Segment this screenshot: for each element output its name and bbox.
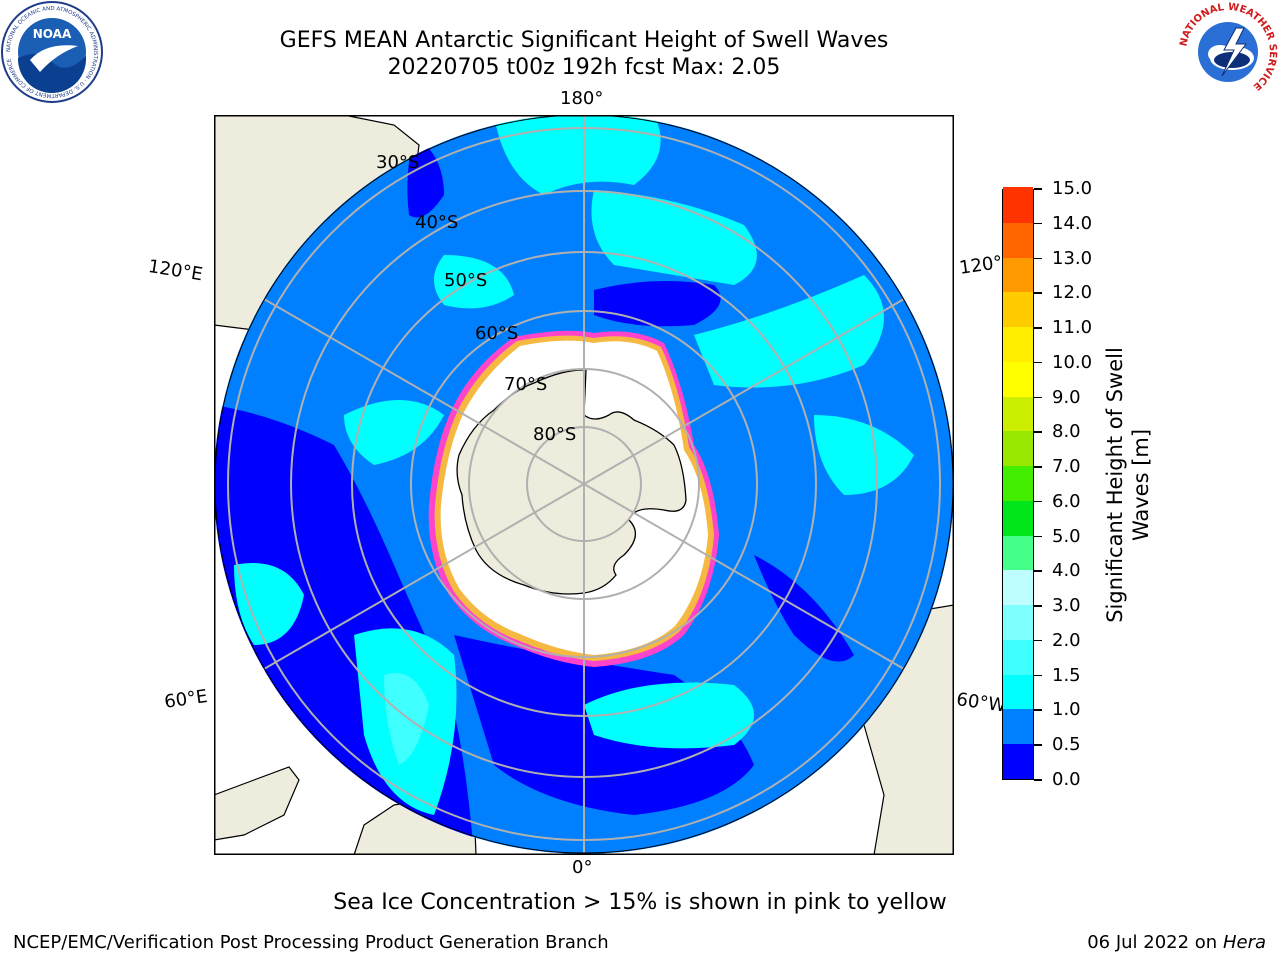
- credit-line: NCEP/EMC/Verification Post Processing Pr…: [13, 932, 609, 953]
- colorbar-tick-label: 4.0: [1052, 560, 1081, 582]
- lat-label-70s: 70°S: [504, 374, 548, 395]
- lon-label-0: 0°: [572, 857, 593, 878]
- swell-band-0-0.5: [594, 281, 721, 327]
- colorbar-tick-label: 5.0: [1052, 525, 1081, 547]
- colorbar-title-line1: Significant Height of Swell: [1103, 347, 1127, 623]
- colorbar-tick-label: 13.0: [1052, 247, 1093, 269]
- colorbar-tick: [1034, 466, 1042, 468]
- colorbar-tick: [1034, 292, 1042, 294]
- colorbar-tick: [1034, 779, 1042, 781]
- nws-logo: NATIONAL WEATHER SERVICE: [1178, 2, 1278, 102]
- colorbar-tick: [1034, 639, 1042, 642]
- colorbar-segment: [1003, 639, 1033, 675]
- colorbar-segment: [1003, 500, 1033, 536]
- colorbar-tick-label: 6.0: [1052, 490, 1081, 512]
- graticule: [214, 115, 954, 854]
- swell-band-1.0-1.5: [591, 190, 757, 285]
- lat-label-30s: 30°S: [376, 152, 420, 173]
- colorbar-tick: [1034, 605, 1042, 607]
- sea-ice-note: Sea Ice Concentration > 15% is shown in …: [333, 890, 947, 915]
- swell-band-0-0.5: [754, 555, 854, 662]
- colorbar: [1002, 187, 1034, 780]
- colorbar-tick-label: 1.0: [1052, 699, 1081, 721]
- colorbar-tick: [1034, 570, 1042, 572]
- land-antarctica: [456, 369, 687, 595]
- colorbar-tick: [1034, 535, 1042, 538]
- host-name: Hera: [1222, 932, 1266, 953]
- swell-band-1.0-1.5: [344, 400, 444, 465]
- lat-label-60s: 60°S: [475, 323, 519, 344]
- colorbar-segment: [1003, 674, 1033, 710]
- colorbar-title-line2: Waves [m]: [1129, 428, 1153, 542]
- colorbar-title: Significant Height of Swell Waves [m]: [1102, 347, 1154, 623]
- colorbar-tick: [1034, 431, 1042, 433]
- colorbar-tick: [1034, 709, 1042, 711]
- colorbar-tick: [1034, 744, 1042, 746]
- colorbar-tick: [1034, 257, 1042, 260]
- colorbar-tick: [1034, 500, 1042, 503]
- chart-title: GEFS MEAN Antarctic Significant Height o…: [279, 28, 889, 53]
- colorbar-tick: [1034, 396, 1042, 399]
- map-frame: [214, 115, 954, 855]
- colorbar-segment: [1003, 708, 1033, 745]
- lat-label-40s: 40°S: [415, 212, 459, 233]
- lat-label-80s: 80°S: [533, 424, 577, 445]
- colorbar-segment: [1003, 535, 1033, 571]
- colorbar-tick: [1034, 674, 1042, 677]
- colorbar-tick-label: 10.0: [1052, 351, 1093, 373]
- colorbar-tick-label: 0.0: [1052, 769, 1081, 790]
- colorbar-segment: [1003, 430, 1033, 467]
- lon-label-120e: 120°E: [146, 256, 205, 286]
- colorbar-segment: [1003, 256, 1033, 293]
- colorbar-segment: [1003, 743, 1033, 779]
- chart-subtitle: 20220705 t00z 192h fcst Max: 2.05: [387, 55, 781, 80]
- lat-label-50s: 50°S: [444, 270, 488, 291]
- swell-band-1.0-1.5: [494, 115, 661, 195]
- colorbar-tick: [1034, 222, 1042, 225]
- colorbar-segment: [1003, 569, 1033, 606]
- colorbar-segment: [1003, 291, 1033, 328]
- date-text: 06 Jul 2022 on: [1087, 932, 1223, 953]
- colorbar-tick-label: 12.0: [1052, 282, 1093, 304]
- colorbar-tick: [1034, 188, 1042, 190]
- colorbar-segment: [1003, 326, 1033, 362]
- land-madagascar: [214, 766, 300, 841]
- colorbar-tick-label: 1.5: [1052, 664, 1081, 686]
- colorbar-tick-label: 3.0: [1052, 595, 1081, 617]
- colorbar-segment: [1003, 187, 1033, 223]
- colorbar-segment: [1003, 396, 1033, 432]
- lon-label-180: 180°: [560, 88, 604, 109]
- colorbar-segment: [1003, 222, 1033, 258]
- swell-band-1.0-1.5: [584, 682, 754, 749]
- colorbar-tick-label: 2.0: [1052, 629, 1081, 651]
- swell-band-1.0-1.5: [234, 563, 304, 645]
- colorbar-tick: [1034, 327, 1042, 329]
- colorbar-tick-label: 7.0: [1052, 456, 1081, 478]
- noaa-logo-text: NOAA: [33, 27, 72, 41]
- colorbar-segment: [1003, 465, 1033, 501]
- noaa-logo: NATIONAL OCEANIC AND ATMOSPHERIC ADMINIS…: [1, 1, 103, 103]
- swell-band-1.0-1.5: [814, 415, 914, 495]
- date-line: 06 Jul 2022 on Hera: [1087, 932, 1266, 953]
- swell-band-1.5-2.0: [384, 673, 429, 765]
- swell-band-1.0-1.5: [694, 275, 884, 388]
- colorbar-segment: [1003, 604, 1033, 640]
- polar-map: [214, 115, 954, 855]
- colorbar-tick-label: 9.0: [1052, 386, 1081, 408]
- colorbar-tick-label: 14.0: [1052, 212, 1093, 234]
- lon-label-60w: 60°W: [955, 689, 1008, 717]
- colorbar-tick-label: 8.0: [1052, 421, 1081, 443]
- colorbar-tick-label: 0.5: [1052, 734, 1081, 756]
- colorbar-tick-label: 11.0: [1052, 317, 1093, 339]
- colorbar-tick: [1034, 361, 1042, 364]
- swell-band-1.0-1.5: [434, 255, 514, 309]
- colorbar-tick-label: 15.0: [1052, 178, 1093, 199]
- lon-label-60e: 60°E: [163, 685, 209, 713]
- colorbar-segment: [1003, 361, 1033, 397]
